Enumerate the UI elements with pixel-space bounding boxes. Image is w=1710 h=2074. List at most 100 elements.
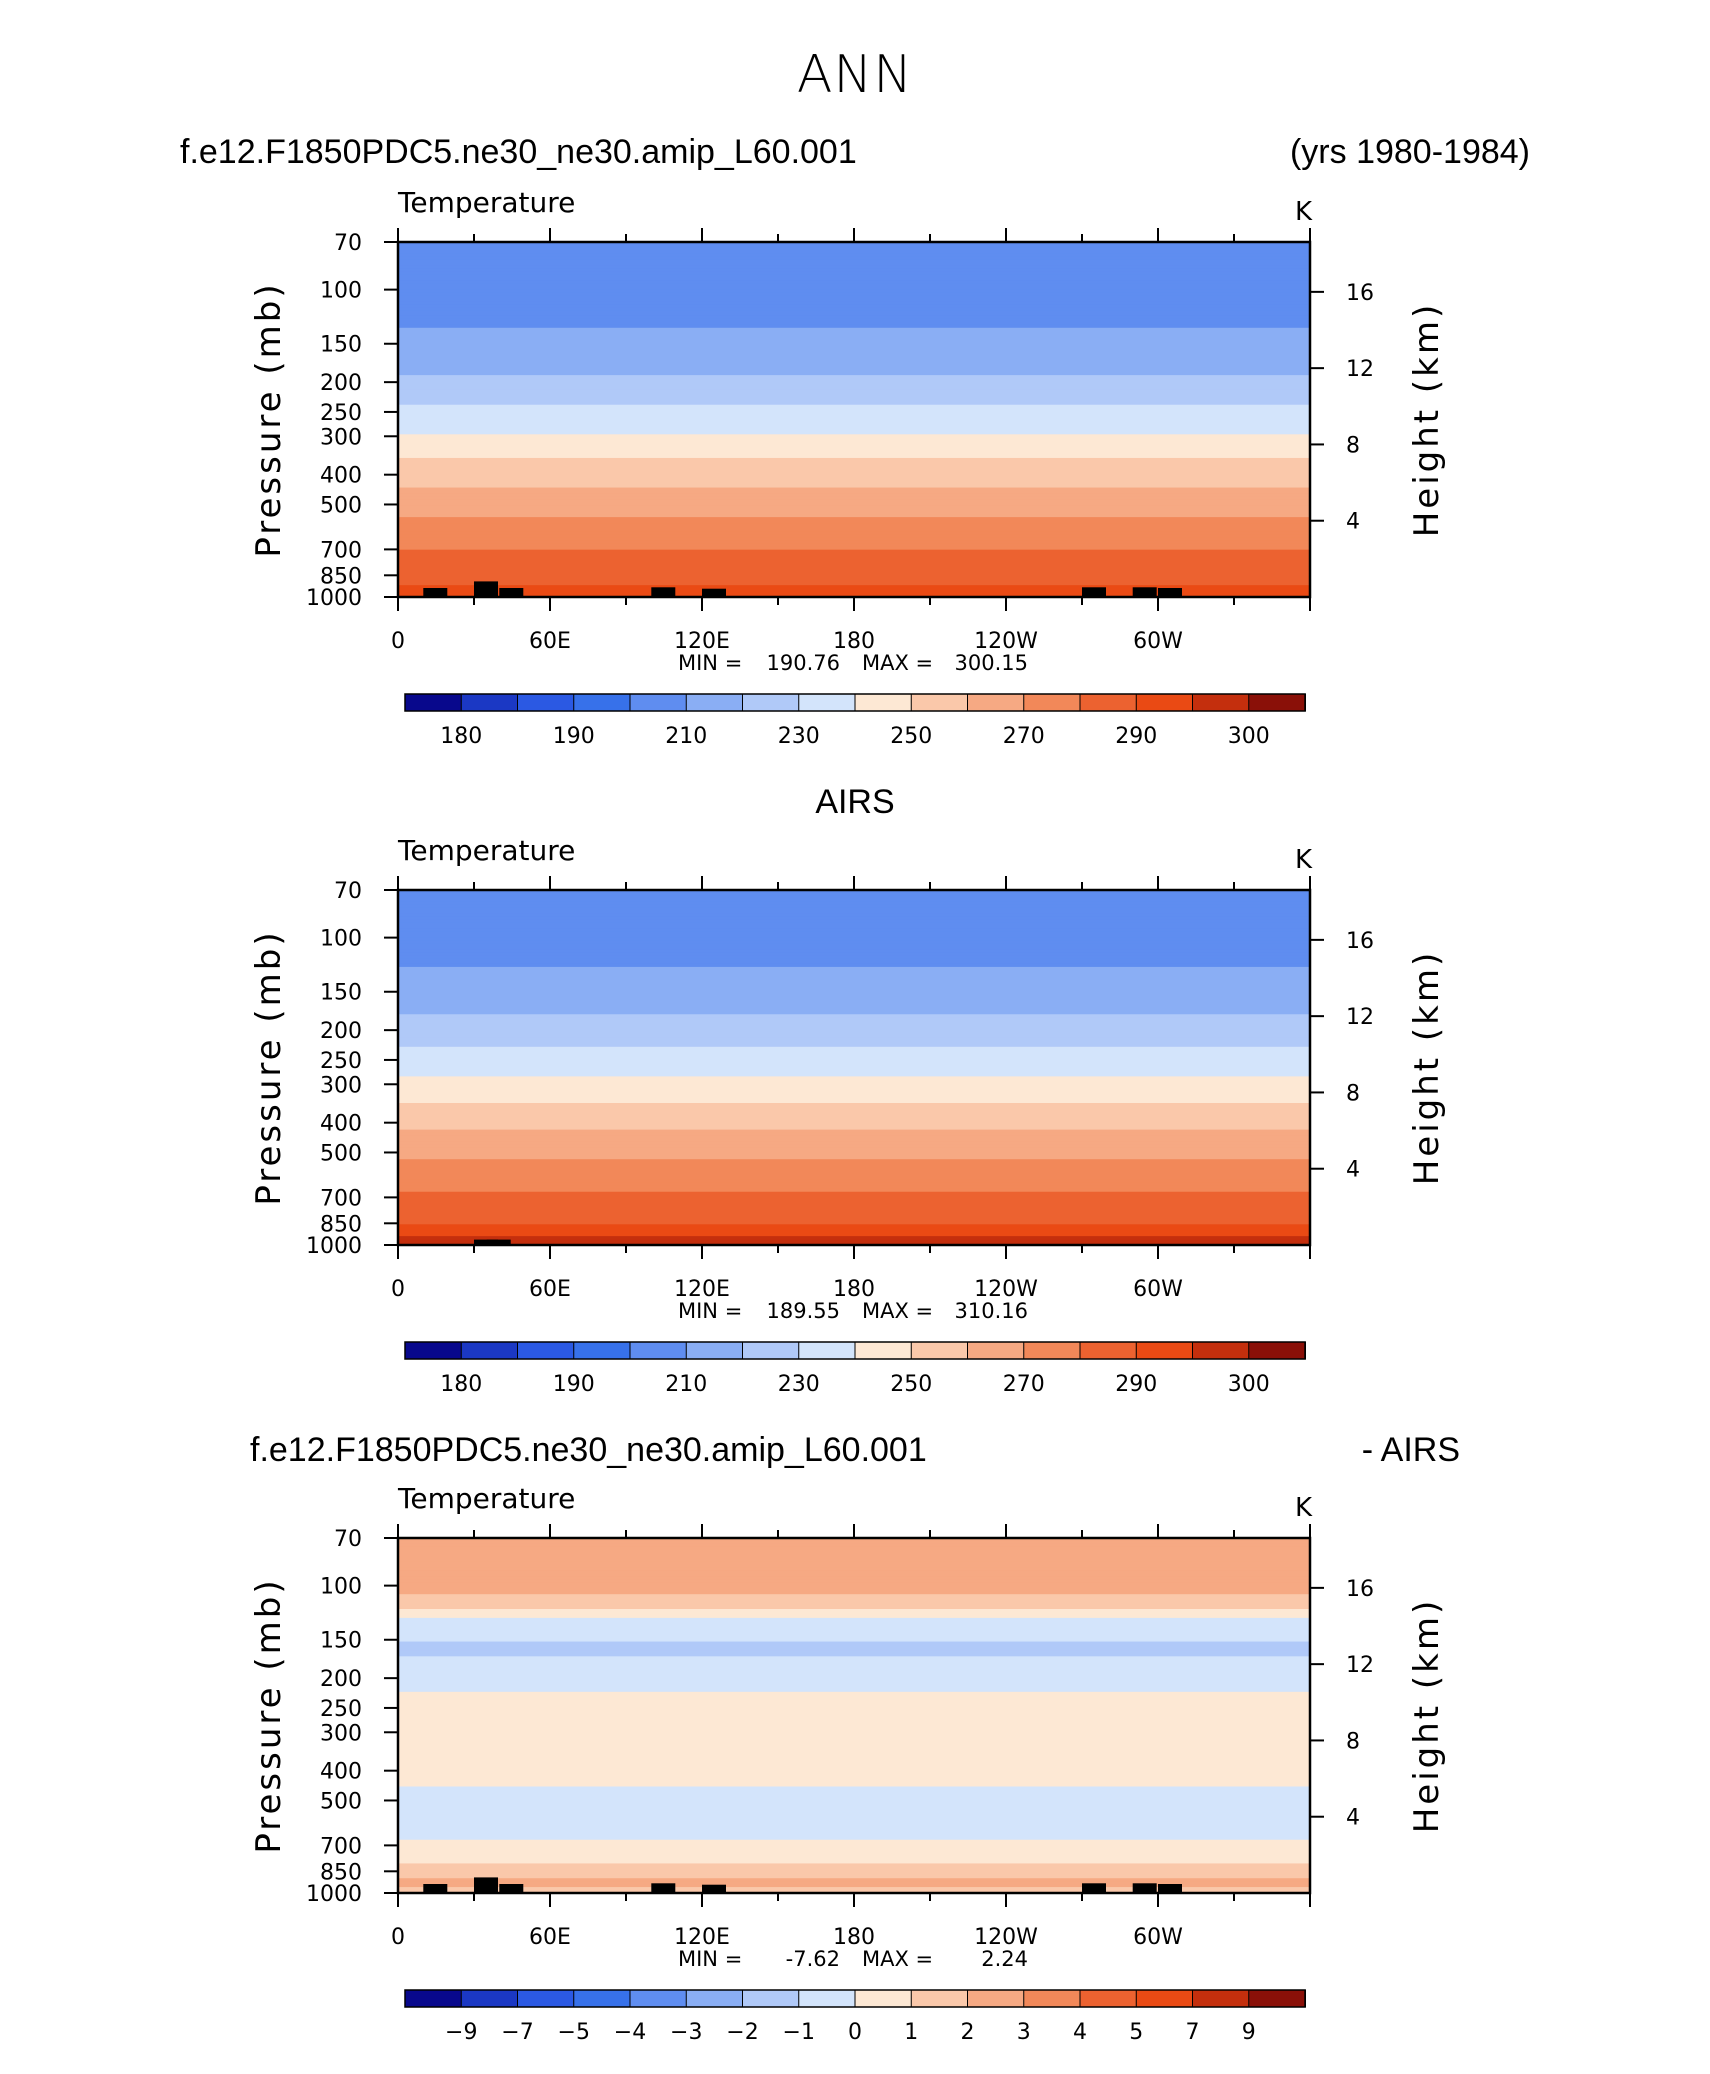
contour-band bbox=[398, 1156, 1310, 1160]
colorbar-swatch bbox=[1248, 693, 1306, 712]
contour-band bbox=[398, 946, 1310, 950]
contour-band bbox=[398, 890, 1310, 894]
contour-band bbox=[398, 342, 1310, 347]
colorbar-label: 2 bbox=[961, 2020, 975, 2045]
y2-axis-label: Height (km) bbox=[1407, 950, 1447, 1186]
contour-band bbox=[398, 1070, 1310, 1075]
x-tick-label: 0 bbox=[391, 629, 405, 654]
contour-band bbox=[398, 1603, 1310, 1607]
contour-band bbox=[398, 1682, 1310, 1687]
contour-band bbox=[398, 443, 1310, 447]
contour-band bbox=[398, 1582, 1310, 1586]
y-tick-label: 700 bbox=[320, 538, 362, 563]
colorbar-swatch bbox=[798, 1989, 856, 2008]
colorbar-label: −9 bbox=[445, 2020, 477, 2045]
y-tick-label: 500 bbox=[320, 1141, 362, 1166]
contour-band bbox=[398, 286, 1310, 290]
x-tick-label: 0 bbox=[391, 1925, 405, 1950]
contour-band bbox=[398, 1884, 1310, 1888]
contour-band bbox=[398, 1659, 1310, 1663]
y-tick-label: 850 bbox=[320, 1860, 362, 1885]
contour-band bbox=[398, 1174, 1310, 1178]
contour-band bbox=[398, 955, 1310, 959]
colorbar-swatch bbox=[854, 1341, 913, 1360]
contour-band bbox=[398, 1771, 1310, 1776]
colorbar-swatch bbox=[910, 1989, 969, 2008]
colorbar-label: 300 bbox=[1228, 724, 1270, 749]
contour-band bbox=[398, 1804, 1310, 1808]
x-tick-label: 60W bbox=[1133, 629, 1183, 654]
contour-band bbox=[398, 990, 1310, 995]
contour-band bbox=[398, 431, 1310, 435]
contour-band bbox=[398, 455, 1310, 459]
y-tick-label: 1000 bbox=[306, 1882, 362, 1907]
y2-tick-label: 16 bbox=[1346, 1577, 1374, 1602]
y-tick-label: 500 bbox=[320, 493, 362, 518]
contour-band bbox=[398, 478, 1310, 483]
contour-band bbox=[398, 1061, 1310, 1066]
contour-band bbox=[398, 1816, 1310, 1820]
y-tick-label: 100 bbox=[320, 279, 362, 304]
contour-band bbox=[398, 1573, 1310, 1578]
contour-band bbox=[398, 425, 1310, 429]
contour-band bbox=[398, 1614, 1310, 1619]
contour-band bbox=[398, 378, 1310, 382]
contour-band bbox=[398, 1073, 1310, 1077]
y-axis-label: Pressure (mb) bbox=[249, 929, 289, 1205]
contour-band bbox=[398, 1230, 1310, 1234]
colorbar-swatch bbox=[910, 693, 969, 712]
contour-band bbox=[398, 1617, 1310, 1622]
terrain-mask bbox=[651, 1883, 676, 1893]
contour-band bbox=[398, 975, 1310, 980]
contour-band bbox=[398, 1233, 1310, 1237]
terrain-mask bbox=[499, 588, 524, 597]
contour-band bbox=[398, 1623, 1310, 1628]
contour-band bbox=[398, 1135, 1310, 1140]
contour-band bbox=[398, 1150, 1310, 1154]
contour-band bbox=[398, 419, 1310, 424]
contour-band bbox=[398, 1017, 1310, 1021]
contour-band bbox=[398, 250, 1310, 255]
contour-band bbox=[398, 1141, 1310, 1146]
variable-label: Temperature bbox=[397, 1482, 575, 1515]
contour-band bbox=[398, 490, 1310, 495]
y2-axis-label: Height (km) bbox=[1407, 1598, 1447, 1834]
contour-band bbox=[398, 1129, 1310, 1134]
contour-band bbox=[398, 582, 1310, 586]
colorbar-swatch bbox=[967, 1989, 1025, 2008]
contour-band bbox=[398, 256, 1310, 261]
colorbar-swatch bbox=[573, 1989, 631, 2008]
colorbar-swatch bbox=[1135, 693, 1194, 712]
contour-band bbox=[398, 1094, 1310, 1098]
contour-band bbox=[398, 978, 1310, 983]
contour-band bbox=[398, 1132, 1310, 1137]
colorbar: 180 190 210 230 250 270 290 300 bbox=[404, 693, 1306, 749]
terrain-mask bbox=[1132, 587, 1157, 597]
contour-band bbox=[398, 1008, 1310, 1012]
contour-band bbox=[398, 1863, 1310, 1867]
top-left-title: f.e12.F1850PDC5.ne30_ne30.amip_L60.001 bbox=[180, 133, 857, 171]
contour-band bbox=[398, 446, 1310, 450]
contour-band bbox=[398, 274, 1310, 279]
contour-band bbox=[398, 1721, 1310, 1725]
y-axis-label: Pressure (mb) bbox=[249, 281, 289, 557]
units-label: K bbox=[1295, 1493, 1313, 1523]
colorbar-swatch bbox=[854, 693, 913, 712]
colorbar-swatch bbox=[742, 693, 800, 712]
panel-model: 0 60E 120E 180 120W 60W7010015020025030040050… bbox=[249, 186, 1447, 749]
terrain-mask bbox=[474, 581, 498, 597]
contour-band bbox=[398, 972, 1310, 977]
y2-tick-label: 16 bbox=[1346, 281, 1374, 306]
contour-band bbox=[398, 283, 1310, 287]
contour-band bbox=[398, 570, 1310, 574]
bottom-right-title: - AIRS bbox=[1362, 1431, 1460, 1469]
contour-band bbox=[398, 381, 1310, 385]
contour-band bbox=[398, 351, 1310, 356]
y-tick-label: 150 bbox=[320, 1629, 362, 1654]
contour-band bbox=[398, 1082, 1310, 1086]
y-tick-label: 70 bbox=[334, 231, 362, 256]
max-value: 2.24 bbox=[981, 1947, 1028, 1971]
contour-band bbox=[398, 1168, 1310, 1172]
min-label: MIN = bbox=[678, 1947, 742, 1971]
colorbar-swatch bbox=[1079, 1989, 1138, 2008]
